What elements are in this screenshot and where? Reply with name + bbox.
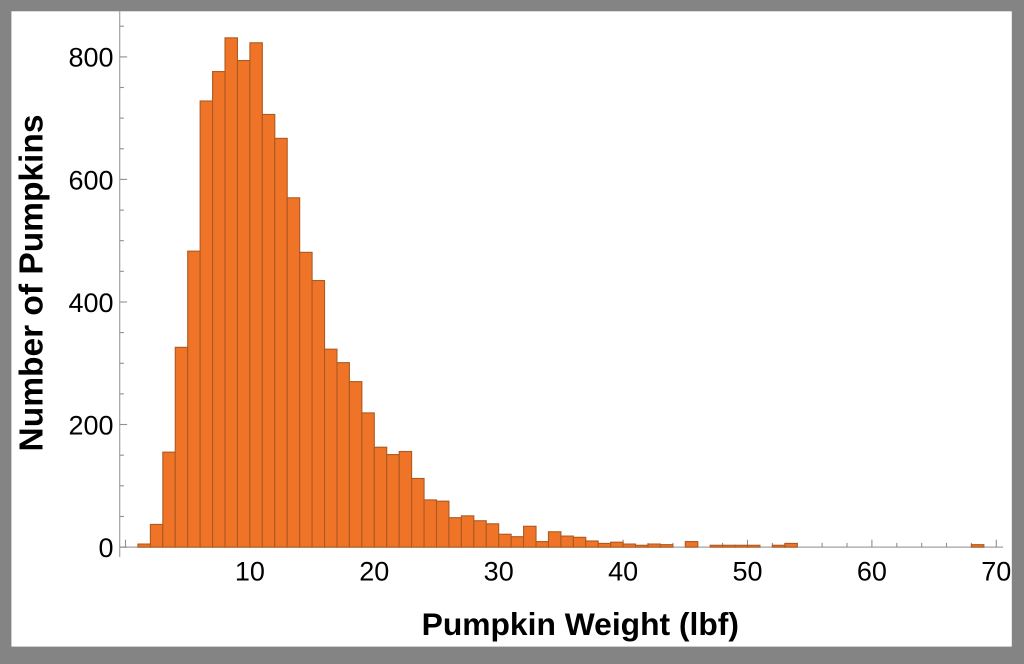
svg-text:10: 10 (235, 557, 265, 587)
svg-text:60: 60 (857, 557, 887, 587)
svg-text:20: 20 (359, 557, 389, 587)
svg-text:800: 800 (68, 43, 113, 73)
svg-text:200: 200 (68, 410, 113, 440)
svg-text:0: 0 (98, 533, 113, 563)
svg-text:30: 30 (484, 557, 514, 587)
svg-text:600: 600 (68, 165, 113, 195)
svg-text:40: 40 (608, 557, 638, 587)
svg-text:Pumpkin Weight (lbf): Pumpkin Weight (lbf) (422, 606, 739, 642)
svg-text:400: 400 (68, 288, 113, 318)
svg-text:50: 50 (732, 557, 762, 587)
svg-text:70: 70 (981, 557, 1011, 587)
svg-text:Number of Pumpkins: Number of Pumpkins (14, 115, 51, 452)
